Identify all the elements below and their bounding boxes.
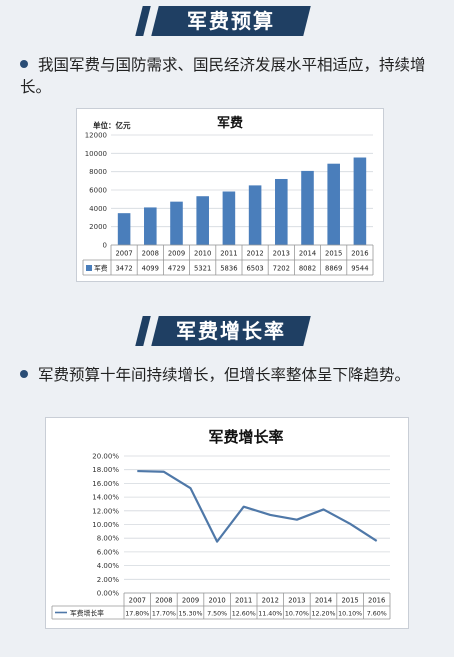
bar: [170, 201, 183, 245]
x-tick-label: 2011: [235, 597, 252, 605]
legend-label: 军费: [94, 264, 108, 273]
data-label: 12.20%: [311, 611, 335, 618]
y-tick-label: 6.00%: [97, 548, 120, 556]
x-tick-label: 2014: [315, 597, 332, 605]
bar: [327, 163, 340, 245]
data-label: 6503: [246, 265, 263, 273]
bullet-dot: [20, 369, 28, 378]
data-label: 17.70%: [152, 611, 176, 618]
y-tick-label: 2.00%: [97, 576, 120, 584]
x-tick-label: 2009: [168, 250, 185, 258]
x-tick-label: 2012: [262, 597, 279, 605]
x-tick-label: 2015: [341, 597, 358, 605]
data-label: 8869: [325, 265, 342, 273]
banner-stripe: [135, 316, 151, 346]
data-label: 4099: [142, 265, 159, 273]
x-tick-label: 2014: [299, 250, 316, 258]
data-label: 4729: [168, 265, 185, 273]
y-tick-label: 16.00%: [92, 480, 119, 488]
military-growth-line-chart: 军费增长率 0.00% 2.00% 4.00% 6.00% 8.00% 10.00% 12.0…: [51, 428, 391, 620]
data-label: 15.30%: [178, 611, 202, 618]
chart-title: 军费增长率: [208, 428, 283, 446]
legend-label: 军费增长率: [70, 609, 104, 618]
x-tick-label: 2008: [155, 597, 172, 605]
section2-banner-title: 军费增长率: [176, 319, 286, 343]
military-budget-bar-chart: 军费 单位：亿元 0 2000 4000 6000 8000 10000 12000 2007 34…: [82, 115, 374, 276]
y-tick-label: 2000: [89, 223, 107, 231]
y-tick-label: 10000: [85, 150, 107, 158]
data-label: 10.70%: [285, 611, 309, 618]
banner-stripe: [135, 6, 151, 36]
bar: [144, 207, 157, 245]
chart-title: 军费: [217, 115, 243, 131]
data-label: 5321: [194, 265, 211, 273]
y-tick-label: 4.00%: [97, 562, 120, 570]
data-label: 7.60%: [367, 611, 387, 618]
y-tick-label: 0: [103, 242, 107, 250]
data-label: 11.40%: [258, 611, 282, 618]
bar: [301, 170, 314, 245]
section1-bullet: 我国军费与国防需求、国民经济发展水平相适应，持续增长。: [20, 54, 440, 98]
x-tick-label: 2015: [325, 250, 342, 258]
section2-bullet: 军费预算十年间持续增长，但增长率整体呈下降趋势。: [20, 364, 440, 386]
data-label: 5836: [220, 265, 237, 273]
y-tick-label: 20.00%: [92, 453, 119, 461]
unit-label: 单位：亿元: [93, 120, 131, 130]
bar: [117, 213, 131, 245]
x-tick-label: 2012: [246, 250, 263, 258]
data-label: 12.60%: [232, 611, 256, 618]
bar: [196, 196, 209, 245]
x-tick-label: 2010: [194, 250, 211, 258]
data-label: 17.80%: [125, 611, 149, 618]
bar: [222, 191, 236, 245]
data-label: 9544: [351, 265, 368, 273]
y-tick-label: 4000: [89, 205, 107, 213]
y-tick-label: 12000: [85, 132, 107, 140]
bar: [353, 157, 367, 245]
y-tick-label: 14.00%: [92, 494, 119, 502]
legend-swatch: [86, 265, 92, 271]
section1-banner-title: 军费预算: [187, 9, 275, 33]
data-label: 7.50%: [207, 611, 227, 618]
y-tick-label: 18.00%: [92, 466, 119, 474]
bullet-dot: [20, 59, 28, 68]
x-tick-label: 2010: [208, 597, 225, 605]
section2-bullet-text: 军费预算十年间持续增长，但增长率整体呈下降趋势。: [38, 366, 411, 384]
bar: [275, 178, 288, 245]
y-tick-label: 6000: [89, 187, 107, 195]
data-label: 10.10%: [338, 611, 362, 618]
x-tick-label: 2007: [129, 597, 146, 605]
x-tick-label: 2009: [182, 597, 199, 605]
bar: [248, 185, 262, 245]
x-tick-label: 2016: [368, 597, 385, 605]
chart1-panel: 军费 单位：亿元 0 2000 4000 6000 8000 10000 12000 2007 34…: [76, 108, 384, 282]
x-tick-label: 2013: [288, 597, 305, 605]
x-tick-label: 2011: [220, 250, 237, 258]
series-line: [137, 469, 378, 543]
y-tick-label: 0.00%: [97, 590, 120, 598]
data-label: 8082: [299, 265, 316, 273]
x-tick-label: 2008: [142, 250, 159, 258]
chart2-panel: 军费增长率 0.00% 2.00% 4.00% 6.00% 8.00% 10.00% 12.0…: [45, 417, 409, 629]
y-tick-label: 12.00%: [92, 507, 119, 515]
y-tick-label: 10.00%: [92, 521, 119, 529]
x-tick-label: 2007: [115, 250, 132, 258]
y-tick-label: 8.00%: [97, 535, 120, 543]
section1-bullet-text: 我国军费与国防需求、国民经济发展水平相适应，持续增长。: [20, 56, 426, 96]
data-label: 3472: [115, 265, 132, 273]
x-tick-label: 2013: [273, 250, 290, 258]
x-tick-label: 2016: [351, 250, 368, 258]
data-label: 7202: [273, 265, 290, 273]
y-tick-label: 8000: [89, 168, 107, 176]
